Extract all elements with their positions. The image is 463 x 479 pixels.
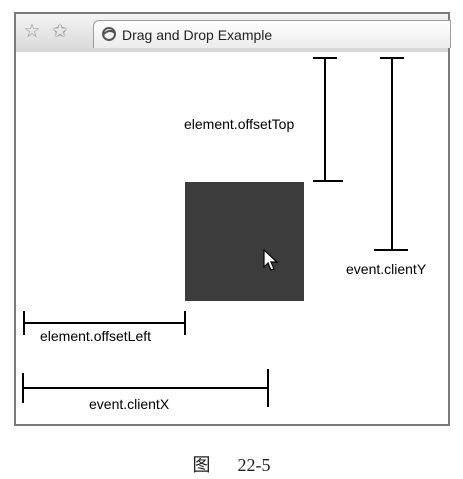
bookmark-star-icon[interactable]: ✩ bbox=[52, 21, 68, 42]
offset-left-cap-right bbox=[184, 311, 186, 335]
offset-left-line bbox=[23, 322, 186, 324]
figure-caption: 图 22-5 bbox=[0, 451, 463, 477]
page-favicon-icon bbox=[102, 27, 116, 41]
offset-top-line bbox=[324, 57, 326, 182]
mouse-pointer-icon bbox=[263, 249, 279, 271]
browser-window: ☆ ✩ Drag and Drop Example bbox=[14, 12, 451, 426]
offset-left-label: element.offsetLeft bbox=[40, 328, 152, 344]
offset-top-cap-bottom bbox=[313, 180, 343, 182]
browser-tab[interactable]: Drag and Drop Example bbox=[93, 20, 451, 48]
figure-caption-number: 22-5 bbox=[237, 455, 271, 475]
star-icon[interactable]: ☆ bbox=[23, 21, 41, 42]
client-x-label: event.clientX bbox=[89, 396, 170, 412]
client-x-line bbox=[22, 387, 269, 389]
client-y-label: event.clientY bbox=[346, 261, 427, 277]
figure-caption-prefix: 图 bbox=[192, 455, 211, 475]
client-y-cap-bottom bbox=[374, 249, 408, 251]
draggable-box[interactable] bbox=[185, 182, 304, 301]
offset-top-label: element.offsetTop bbox=[184, 116, 295, 132]
client-y-line bbox=[391, 57, 393, 251]
browser-toolbar: ☆ ✩ Drag and Drop Example bbox=[16, 14, 451, 53]
client-x-cap-right bbox=[267, 369, 269, 407]
tab-title: Drag and Drop Example bbox=[122, 27, 273, 43]
